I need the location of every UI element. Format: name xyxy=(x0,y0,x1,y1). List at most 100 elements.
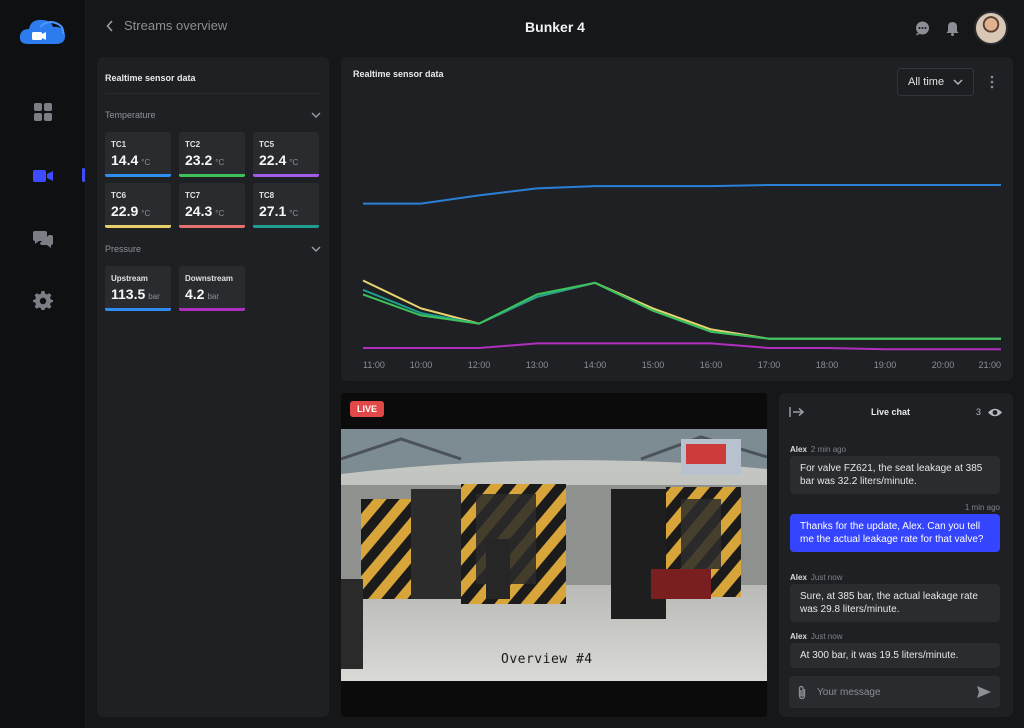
sensor-name: TC8 xyxy=(259,191,275,200)
sensor-tile-tc2[interactable]: TC2 23.2 °C xyxy=(179,132,245,177)
sensor-color-bar xyxy=(253,225,319,228)
notifications-button[interactable] xyxy=(944,20,960,36)
x-tick-label: 14:00 xyxy=(584,360,607,370)
sensor-name: TC7 xyxy=(185,191,201,200)
sensor-tile-upstream[interactable]: Upstream 113.5 bar xyxy=(105,266,171,311)
sensor-tile-tc1[interactable]: TC1 14.4 °C xyxy=(105,132,171,177)
attachment-icon[interactable] xyxy=(797,685,807,700)
sensor-tile-tc6[interactable]: TC6 22.9 °C xyxy=(105,183,171,228)
user-avatar[interactable] xyxy=(974,11,1008,45)
series-line-2 xyxy=(362,279,1001,340)
viewer-count: 3 xyxy=(976,407,1003,418)
sensor-value: 113.5 xyxy=(111,286,146,302)
message-time: 1 min ago xyxy=(964,503,1000,512)
x-tick-label: 17:00 xyxy=(758,360,781,370)
sensor-unit: °C xyxy=(215,209,225,218)
sensor-name: TC5 xyxy=(259,140,275,149)
settings-gear-icon xyxy=(33,291,53,310)
sensor-unit: bar xyxy=(207,292,220,301)
sensor-name: Upstream xyxy=(111,274,148,283)
app-logo-icon[interactable] xyxy=(18,14,68,48)
back-link[interactable]: Streams overview xyxy=(106,18,227,33)
sensor-value: 27.1 xyxy=(259,203,287,219)
video-camera-icon xyxy=(33,170,53,182)
chevron-down-icon xyxy=(953,79,963,85)
sensor-data-panel: Realtime sensor data Temperature TC1 14.… xyxy=(97,57,329,717)
time-range-value: All time xyxy=(908,76,945,88)
sensor-color-bar xyxy=(105,308,171,311)
sensor-value: 24.3 xyxy=(185,203,213,219)
panel-title: Realtime sensor data xyxy=(105,73,196,83)
x-tick-label: 12:00 xyxy=(468,360,491,370)
message-bubble-icon xyxy=(915,21,929,35)
sidebar-item-settings[interactable] xyxy=(28,286,58,316)
live-badge: LIVE xyxy=(350,401,385,417)
x-tick-label: 16:00 xyxy=(700,360,723,370)
series-line-3 xyxy=(362,281,1001,340)
chat-message-own: Thanks for the update, Alex. Can you tel… xyxy=(790,514,1000,552)
sensor-unit: °C xyxy=(289,158,299,167)
sensor-value: 14.4 xyxy=(111,152,139,168)
sidebar-item-dashboard[interactable] xyxy=(28,97,58,127)
send-icon[interactable] xyxy=(976,685,992,699)
message-author: Alex xyxy=(790,573,807,582)
sidebar-item-streams[interactable] xyxy=(28,161,58,191)
chat-message: For valve FZ621, the seat leakage at 385… xyxy=(790,456,1000,494)
x-tick-label: 15:00 xyxy=(642,360,665,370)
sensor-color-bar xyxy=(105,225,171,228)
sensor-name: Downstream xyxy=(185,274,234,283)
message-author: Alex xyxy=(790,445,807,454)
message-meta: Alex Just now xyxy=(790,632,842,641)
group-header-temperature[interactable]: Temperature xyxy=(105,110,321,120)
sensor-unit: °C xyxy=(141,209,151,218)
chevron-down-icon xyxy=(311,246,321,252)
time-range-select[interactable]: All time xyxy=(897,68,974,96)
sensor-unit: bar xyxy=(148,292,160,301)
bell-icon xyxy=(946,21,958,36)
chevron-down-icon xyxy=(311,112,321,118)
sensor-tile-tc8[interactable]: TC8 27.1 °C xyxy=(253,183,319,228)
sensor-name: TC6 xyxy=(111,191,127,200)
group-header-pressure[interactable]: Pressure xyxy=(105,244,321,254)
sensor-color-bar xyxy=(179,174,245,177)
sensor-name: TC1 xyxy=(111,140,127,149)
camera-feed-image[interactable] xyxy=(341,429,767,681)
chart-title: Realtime sensor data xyxy=(353,69,444,79)
collapse-panel-icon[interactable] xyxy=(789,406,805,418)
x-tick-label: 20:00 xyxy=(932,360,955,370)
temperature-tiles: TC1 14.4 °C TC2 23.2 °C TC5 22.4 °C TC6 22.… xyxy=(105,132,319,228)
series-line-5 xyxy=(363,342,1001,351)
message-author: Alex xyxy=(790,632,807,641)
message-input[interactable] xyxy=(817,686,966,698)
video-stream-panel[interactable]: LIVE Overview #4 xyxy=(341,393,767,717)
sensor-color-bar xyxy=(179,225,245,228)
sensor-tile-tc5[interactable]: TC5 22.4 °C xyxy=(253,132,319,177)
x-tick-label: 13:00 xyxy=(526,360,549,370)
messages-button[interactable] xyxy=(914,20,930,36)
back-label: Streams overview xyxy=(124,18,228,33)
message-time: Just now xyxy=(810,573,843,582)
sensor-value: 4.2 xyxy=(185,286,205,302)
sensor-value: 22.4 xyxy=(259,152,287,168)
chat-icon xyxy=(33,231,53,248)
x-tick-label: 19:00 xyxy=(874,360,897,370)
more-options-icon[interactable] xyxy=(985,73,999,91)
sidebar-item-chat[interactable] xyxy=(28,224,58,254)
message-time: Just now xyxy=(810,632,843,641)
sensor-tile-tc7[interactable]: TC7 24.3 °C xyxy=(179,183,245,228)
sensor-color-bar xyxy=(253,174,319,177)
dashboard-icon xyxy=(34,103,52,121)
sensor-color-bar xyxy=(105,174,171,177)
x-tick-label: 18:00 xyxy=(816,360,839,370)
top-header: Streams overview Bunker 4 xyxy=(86,0,1024,56)
left-rail xyxy=(0,0,86,728)
x-tick-label: 10:00 xyxy=(410,360,433,370)
message-meta: Alex 2 min ago xyxy=(790,445,846,454)
sensor-unit: °C xyxy=(289,209,299,218)
divider xyxy=(105,93,321,94)
chart-panel: 11:00 10:00 12:00 13:00 14:00 15:00 16:00 17:00… xyxy=(341,57,1013,381)
chat-header: Live chat 3 xyxy=(789,403,1003,421)
sensor-tile-downstream[interactable]: Downstream 4.2 bar xyxy=(179,266,245,311)
x-tick-label: 11:00 xyxy=(363,360,385,370)
group-label: Temperature xyxy=(105,110,156,120)
